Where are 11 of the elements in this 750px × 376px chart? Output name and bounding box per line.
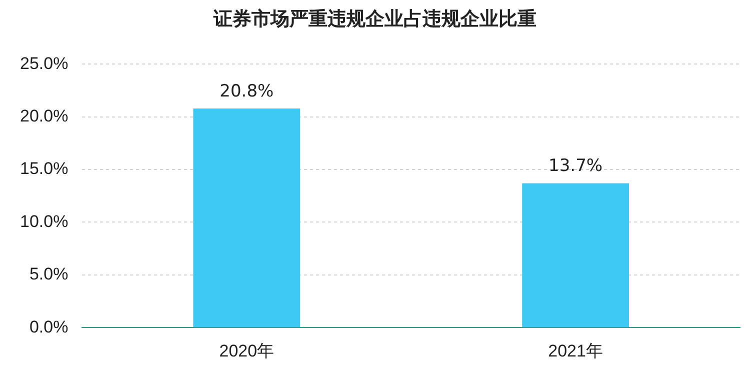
chart-title: 证券市场严重违规企业占违规企业比重 — [212, 7, 538, 32]
y-tick-label: 5.0% — [29, 264, 68, 284]
x-tick-label: 2020年 — [219, 341, 274, 360]
y-tick-label: 0.0% — [29, 317, 68, 336]
x-tick-label: 2021年 — [548, 341, 603, 360]
y-tick-label: 20.0% — [20, 106, 68, 126]
data-label: 20.8% — [220, 81, 274, 102]
y-tick-label: 10.0% — [20, 212, 68, 231]
y-tick-label: 25.0% — [20, 54, 68, 73]
data-label: 13.7% — [548, 156, 603, 176]
y-tick-label: 15.0% — [20, 159, 68, 178]
